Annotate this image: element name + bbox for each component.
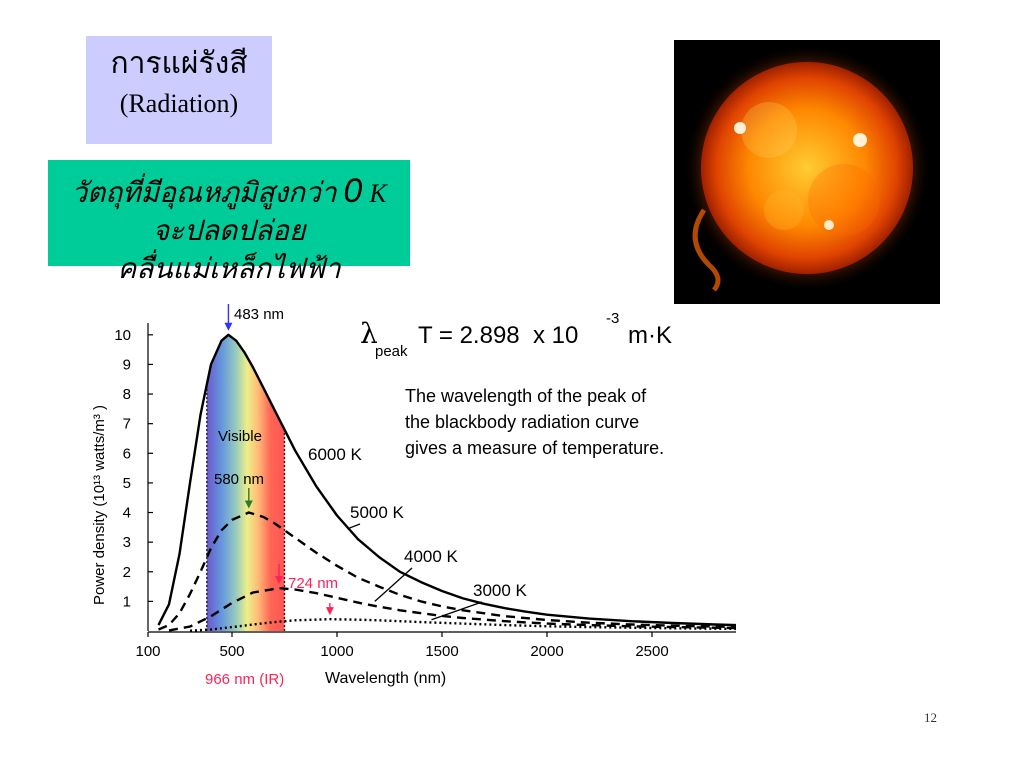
formula-units: m·K	[628, 322, 672, 349]
statement-kelvin-unit: K	[369, 179, 387, 208]
statement-line-1: วัตถุที่มีอุณหภูมิสูงกว่า 0 K	[48, 172, 410, 213]
sun-photo-icon	[674, 40, 940, 304]
peak-arrow-head	[325, 607, 334, 616]
visible-label: Visible	[218, 428, 262, 445]
formula-exponent: -3	[606, 310, 619, 327]
x-tick-label: 2500	[635, 643, 668, 660]
x-tick-label: 1500	[425, 643, 458, 660]
y-tick-label: 3	[123, 534, 131, 551]
peak-arrow-head	[224, 322, 233, 331]
description-line-3: gives a measure of temperature.	[405, 438, 664, 458]
x-tick-label: 100	[135, 643, 160, 660]
statement-zero: 0	[343, 172, 363, 210]
y-tick-label: 6	[123, 445, 131, 462]
x-axis-label: Wavelength (nm)	[325, 670, 446, 687]
visible-band	[206, 335, 285, 631]
slide-title-box: การแผ่รังสี (Radiation)	[86, 36, 272, 144]
y-tick-label: 5	[123, 475, 131, 492]
series-label-leader	[431, 601, 483, 621]
series-line-4000-k	[168, 586, 737, 632]
formula-subscript: peak	[375, 343, 408, 360]
description-line-1: The wavelength of the peak of	[405, 386, 647, 406]
y-tick-label: 8	[123, 386, 131, 403]
series-label: 4000 K	[404, 547, 459, 566]
series-label-leader	[374, 567, 413, 602]
y-tick-label: 10	[114, 327, 131, 344]
peak-label: 483 nm	[234, 306, 284, 323]
y-axis-label: Power density (10¹³ watts/m³ )	[91, 405, 108, 605]
peak-arrow-head	[275, 576, 284, 585]
formula-main: T = 2.898 x 10	[418, 322, 578, 349]
y-tick-label: 7	[123, 416, 131, 433]
series-line-5000-k	[158, 511, 737, 631]
y-tick-label: 2	[123, 564, 131, 581]
statement-box: วัตถุที่มีอุณหภูมิสูงกว่า 0 K จะปลดปล่อย…	[48, 160, 410, 285]
description-line-2: the blackbody radiation curve	[405, 412, 639, 432]
slide-title-english: (Radiation)	[119, 89, 239, 118]
slide-title-thai: การแผ่รังสี	[110, 47, 248, 80]
peak-label: 966 nm (IR)	[205, 671, 284, 688]
series-label: 3000 K	[473, 581, 528, 600]
y-tick-label: 1	[123, 593, 131, 610]
series-line-6000-k	[157, 333, 737, 627]
x-tick-label: 500	[219, 643, 244, 660]
formula-lambda: λ	[360, 317, 378, 350]
peak-arrow-head	[244, 500, 253, 509]
series-label: 6000 K	[308, 445, 363, 464]
peak-label: 580 nm	[214, 471, 264, 488]
series-label: 5000 K	[350, 503, 405, 522]
y-tick-label: 9	[123, 356, 131, 373]
peak-label: 724 nm	[288, 575, 338, 592]
page-number: 12	[924, 710, 937, 725]
statement-line-2: จะปลดปล่อยคลื่นแม่เหล็กไฟฟ้า	[117, 216, 341, 285]
x-tick-label: 2000	[530, 643, 563, 660]
series-line-3000-k	[189, 618, 737, 632]
series-label-leader	[347, 523, 361, 530]
x-tick-label: 1000	[320, 643, 353, 660]
y-tick-label: 4	[123, 505, 131, 522]
statement-line-1-text: วัตถุที่มีอุณหภูมิสูงกว่า	[71, 178, 337, 209]
